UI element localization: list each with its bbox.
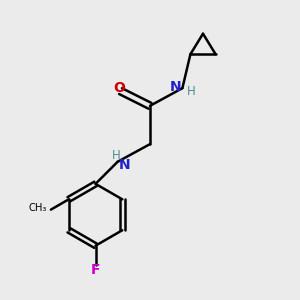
Text: O: O xyxy=(113,81,125,95)
Text: H: H xyxy=(187,85,196,98)
Text: H: H xyxy=(112,149,121,162)
Text: CH₃: CH₃ xyxy=(28,203,46,213)
Text: N: N xyxy=(170,80,182,94)
Text: F: F xyxy=(91,263,100,277)
Text: N: N xyxy=(118,158,130,172)
